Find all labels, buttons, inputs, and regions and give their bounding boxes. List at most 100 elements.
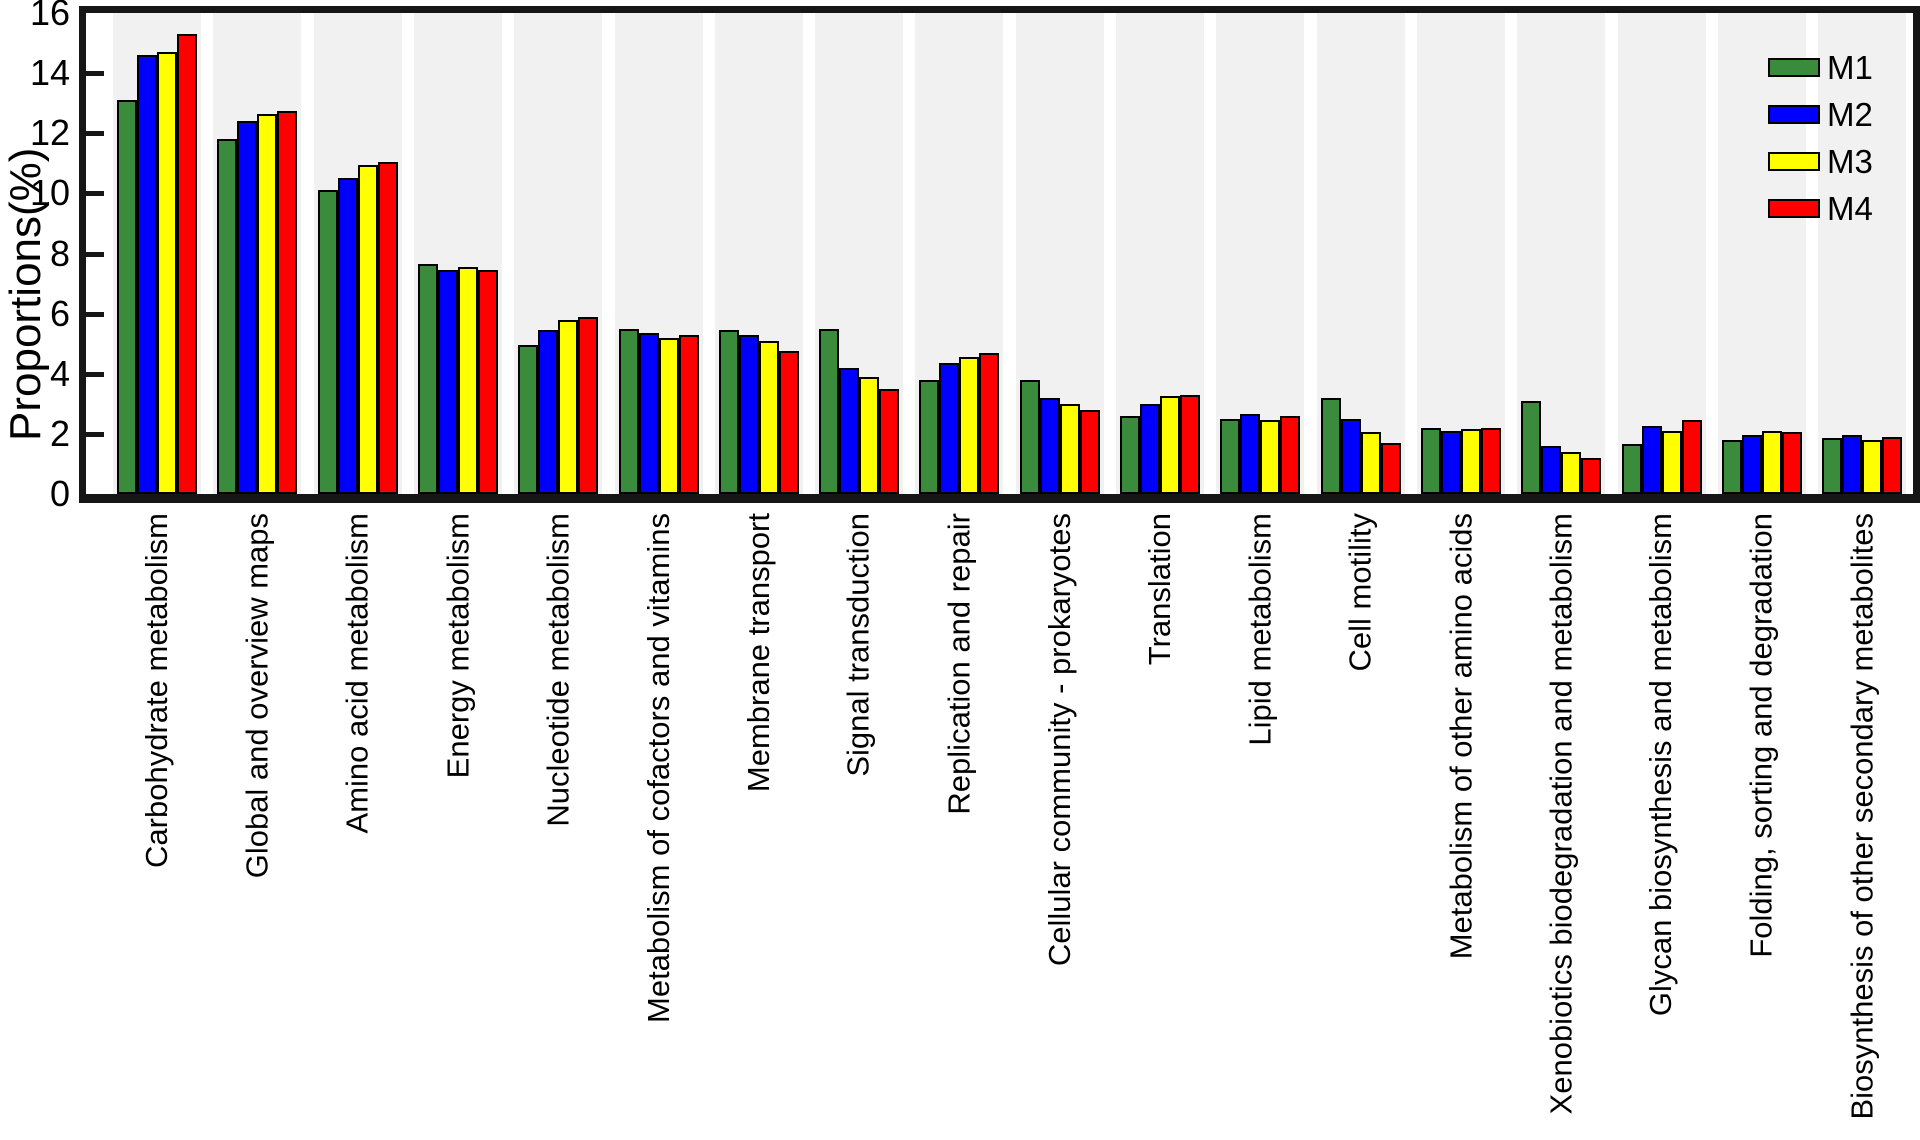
x-category-label: Amino acid metabolism <box>339 513 375 834</box>
bar <box>1380 443 1401 494</box>
bar <box>1781 432 1802 494</box>
bar <box>157 52 177 494</box>
bar <box>1240 414 1261 494</box>
plot-inner-area <box>86 13 1913 494</box>
y-tick <box>86 71 104 77</box>
y-tick-label: 12 <box>29 112 70 154</box>
bar <box>1140 404 1160 494</box>
bar <box>819 329 840 494</box>
bar <box>1320 398 1341 494</box>
legend-entry: M2 <box>1768 91 1873 138</box>
bar <box>1882 437 1903 494</box>
y-tick-label: 6 <box>49 292 70 334</box>
bar <box>1480 428 1501 494</box>
x-category-label: Translation <box>1142 513 1177 666</box>
x-category-label: Metabolism of other amino acids <box>1442 513 1478 960</box>
category-stripe <box>1818 13 1907 494</box>
bar <box>377 162 398 494</box>
bar <box>1761 431 1782 494</box>
category-stripe <box>1617 13 1706 494</box>
bar <box>1581 458 1602 494</box>
bar <box>518 345 539 494</box>
bar <box>237 121 258 494</box>
legend-entry: M1 <box>1768 44 1873 91</box>
bar <box>437 270 458 494</box>
bar <box>1120 416 1140 494</box>
y-tick-label: 4 <box>49 352 70 394</box>
x-category-label: Xenobiotics biodegradation and metabolis… <box>1543 513 1579 1115</box>
y-tick <box>86 251 104 257</box>
bar <box>137 55 157 494</box>
bar <box>457 267 478 494</box>
bar <box>1521 401 1542 494</box>
bar <box>979 353 1000 494</box>
bar <box>1862 440 1883 494</box>
bar <box>939 363 960 494</box>
x-category-label: Global and overview maps <box>239 513 275 879</box>
legend-entry: M4 <box>1768 185 1873 232</box>
bar <box>1079 410 1100 494</box>
bar <box>1360 432 1381 494</box>
legend-swatch <box>1768 199 1820 218</box>
bar <box>217 139 238 494</box>
bar <box>718 330 739 494</box>
bar <box>959 357 980 494</box>
bar <box>1420 428 1441 494</box>
x-category-label: Carbohydrate metabolism <box>139 513 174 868</box>
bar <box>1039 398 1060 494</box>
bar <box>1180 395 1200 494</box>
category-stripe <box>1416 13 1505 494</box>
bar <box>638 333 659 494</box>
bar <box>257 114 278 494</box>
legend-swatch <box>1768 58 1820 77</box>
bar <box>1280 416 1301 494</box>
bar <box>1059 404 1080 494</box>
y-tick <box>86 131 104 137</box>
y-tick-label: 2 <box>49 412 70 454</box>
bar <box>538 330 559 494</box>
bar <box>317 190 338 494</box>
bar <box>758 341 779 494</box>
bar <box>337 178 358 494</box>
bar <box>417 264 438 494</box>
bar <box>859 377 880 494</box>
bar <box>277 111 298 494</box>
bar <box>357 165 378 494</box>
legend-label: M4 <box>1827 190 1873 227</box>
bar <box>117 100 137 494</box>
bar <box>1621 444 1642 494</box>
bar <box>1460 429 1481 494</box>
y-tick <box>86 371 104 377</box>
bar <box>1260 420 1281 494</box>
bar <box>477 270 498 494</box>
category-stripe <box>1717 13 1806 494</box>
bar <box>1822 438 1843 494</box>
x-category-label: Folding, sorting and degradation <box>1743 513 1779 958</box>
bar <box>1541 446 1562 494</box>
y-tick-label: 10 <box>29 172 70 214</box>
y-tick <box>86 191 104 197</box>
bar <box>1340 419 1361 494</box>
legend-swatch <box>1768 105 1820 124</box>
x-category-label: Membrane transport <box>740 513 776 793</box>
bar <box>1220 419 1241 494</box>
bar <box>1019 380 1040 494</box>
legend-label: M2 <box>1827 96 1873 133</box>
x-category-label: Signal transduction <box>841 513 877 777</box>
bar <box>1641 426 1662 494</box>
y-tick-label: 16 <box>29 0 70 33</box>
bar <box>1842 435 1863 494</box>
y-tick <box>86 431 104 437</box>
y-tick-label: 0 <box>49 473 70 514</box>
bar <box>1681 420 1702 494</box>
bar <box>1721 440 1742 494</box>
bar <box>177 34 197 494</box>
bar <box>879 389 900 494</box>
bar <box>839 368 860 494</box>
legend-entry: M3 <box>1768 138 1873 185</box>
bar <box>678 335 699 494</box>
x-category-label: Biosynthesis of other secondary metaboli… <box>1844 513 1880 1120</box>
legend-label: M1 <box>1827 49 1873 86</box>
legend-label: M3 <box>1827 143 1873 180</box>
